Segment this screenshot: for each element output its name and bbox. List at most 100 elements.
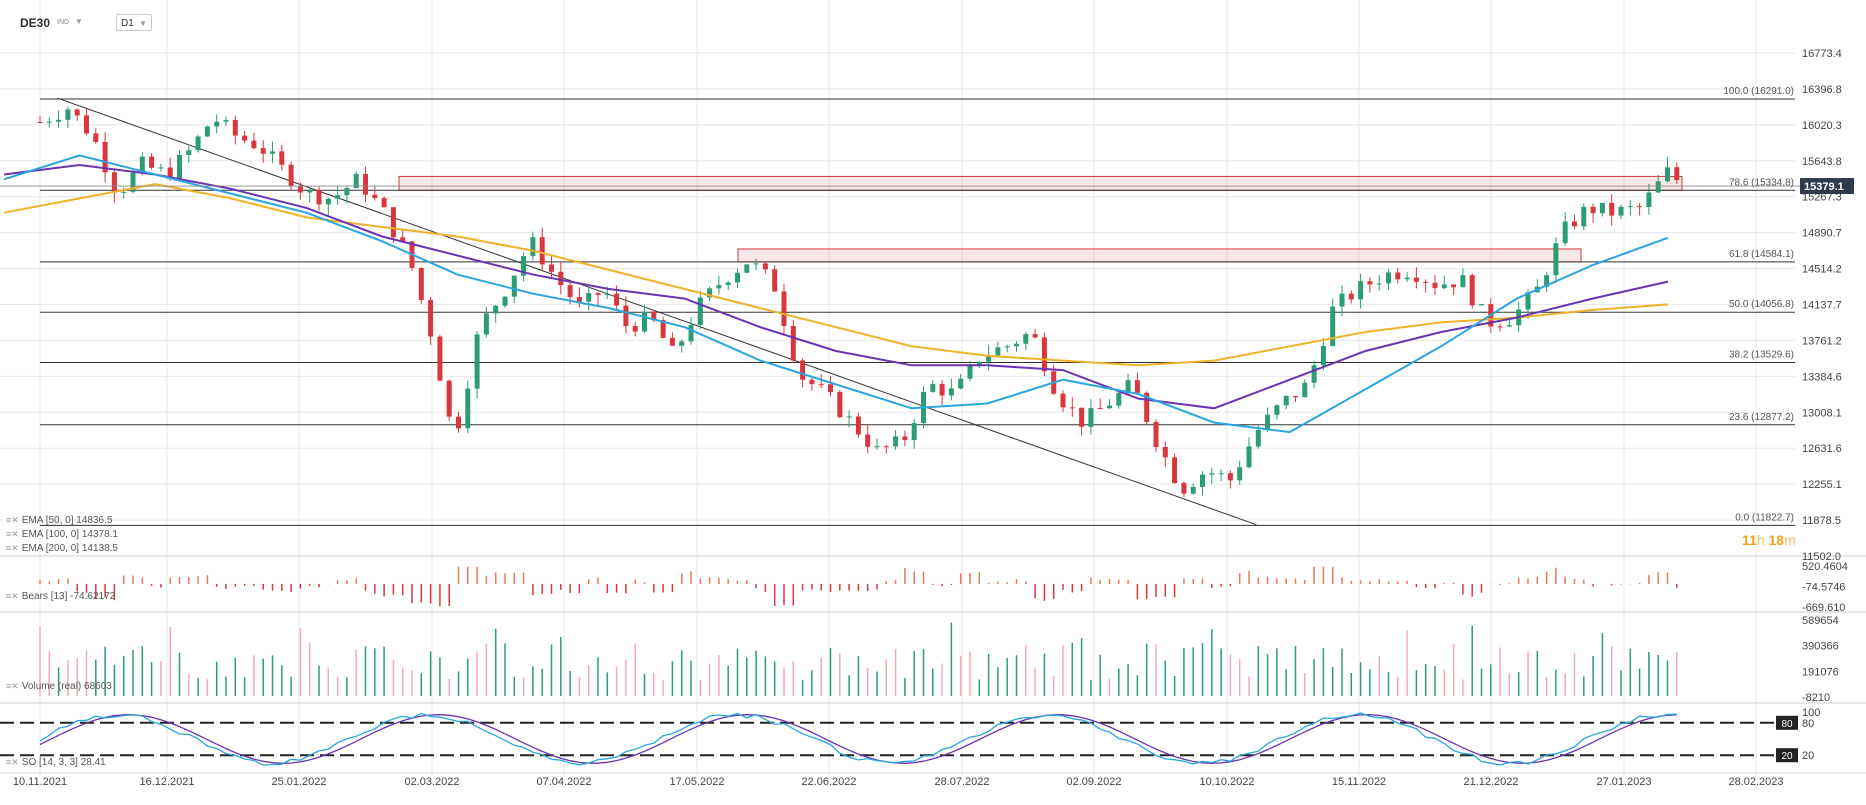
- settings-icon[interactable]: ≡✕: [6, 681, 19, 691]
- candle-body: [1041, 337, 1047, 372]
- ema50-line: [3, 154, 1669, 434]
- settings-icon[interactable]: ≡✕: [6, 591, 19, 601]
- candle-body: [186, 150, 192, 156]
- candle-body: [1432, 282, 1438, 289]
- candle-body: [1172, 457, 1178, 484]
- volume-tick: 390366: [1802, 641, 1839, 653]
- candle-body: [1441, 284, 1447, 289]
- candle-body: [1125, 380, 1131, 393]
- candle-body: [1599, 202, 1605, 214]
- candle-body: [474, 334, 480, 389]
- candle-body: [1460, 275, 1466, 288]
- stoch-badge-text: 20: [1781, 751, 1793, 762]
- candle-body: [576, 296, 582, 302]
- candle-body: [558, 271, 564, 286]
- ema200-legend[interactable]: ≡✕ EMA [200, 0] 14138.5: [6, 543, 118, 554]
- candle-body: [967, 364, 973, 379]
- current-price-text: 15379.1: [1804, 181, 1844, 193]
- candle-body: [390, 207, 396, 238]
- candle-body: [242, 135, 248, 141]
- candle-body: [986, 355, 992, 362]
- candle-body: [874, 446, 880, 448]
- candle-body: [725, 282, 731, 286]
- settings-icon[interactable]: ≡✕: [6, 757, 19, 767]
- bears-tick: -669.610: [1802, 602, 1845, 614]
- candle-body: [1069, 407, 1075, 409]
- bears-tick: 520.4604: [1802, 561, 1848, 573]
- candle-body: [325, 198, 331, 205]
- timeframe-select[interactable]: D1 ▼: [116, 14, 152, 31]
- candle-body: [1097, 408, 1103, 410]
- ema100-legend[interactable]: ≡✕ EMA [100, 0] 14378.1: [6, 529, 118, 540]
- candle-body: [744, 264, 750, 273]
- candle-body: [1339, 293, 1345, 307]
- candle-body: [1162, 446, 1168, 458]
- candle-body: [111, 172, 117, 193]
- settings-icon[interactable]: ≡✕: [6, 529, 19, 539]
- date-tick: 02.09.2022: [1066, 776, 1121, 788]
- candle-body: [1227, 473, 1233, 481]
- candle-body: [279, 151, 285, 165]
- candle-body: [1218, 473, 1224, 475]
- candle-body: [1004, 346, 1010, 348]
- candle-body: [335, 195, 341, 199]
- bears-legend[interactable]: ≡✕ Bears [13] -74.62172: [6, 591, 116, 602]
- date-tick: 02.03.2022: [404, 776, 459, 788]
- candle-body: [567, 285, 573, 297]
- volume-legend[interactable]: ≡✕ Volume (real) 68603: [6, 681, 112, 692]
- price-tick: 13008.1: [1802, 407, 1842, 419]
- candle-body: [65, 109, 71, 120]
- candle-body: [679, 341, 685, 346]
- candle-body: [1348, 293, 1354, 300]
- candle-body: [642, 311, 647, 332]
- symbol-label[interactable]: DE30: [20, 16, 51, 30]
- candle-body: [1506, 325, 1512, 327]
- settings-icon[interactable]: ≡✕: [6, 515, 19, 525]
- current-price-badge: [1800, 178, 1854, 195]
- candle-body: [1590, 206, 1596, 214]
- chevron-down-icon[interactable]: ▼: [75, 17, 83, 26]
- candle-body: [1237, 467, 1243, 481]
- price-tick: 13384.6: [1802, 371, 1842, 383]
- volume-tick: -8210: [1802, 692, 1830, 704]
- candle-body: [549, 264, 554, 272]
- candle-body: [1116, 392, 1122, 406]
- candle-body: [223, 120, 229, 122]
- candle-body: [865, 434, 871, 447]
- candle-body: [1479, 304, 1484, 306]
- symbol-toolbar: DE30 IND ▼ D1 ▼: [0, 10, 200, 32]
- settings-icon[interactable]: ≡✕: [6, 543, 19, 553]
- resistance-zones: [398, 175, 1683, 263]
- stoch-legend[interactable]: ≡✕ SO [14, 3, 3] 28.41: [6, 757, 106, 768]
- candle-body: [177, 155, 182, 179]
- candle-body: [688, 324, 694, 342]
- candle-body: [363, 173, 368, 195]
- candle-body: [855, 416, 861, 435]
- candle-body: [1553, 243, 1559, 276]
- date-tick: 21.12.2022: [1463, 776, 1518, 788]
- stoch-badge: [1776, 748, 1798, 763]
- timeframe-value: D1: [121, 18, 134, 29]
- candle-body: [195, 136, 201, 151]
- volume-tick: 589654: [1802, 615, 1839, 627]
- price-tick: 14890.7: [1802, 228, 1842, 240]
- candle-body: [344, 188, 350, 196]
- axes: 16773.4 16396.8 16020.3 15643.8 15267.3 14890…: [0, 48, 1866, 788]
- date-tick: 07.04.2022: [536, 776, 591, 788]
- candle-body: [121, 191, 127, 193]
- candle-body: [614, 293, 620, 306]
- fib-label: 100.0 (16291.0): [1723, 86, 1794, 97]
- price-tick: 16020.3: [1802, 120, 1842, 132]
- candle-body: [56, 119, 62, 122]
- candle-body: [465, 388, 471, 429]
- candle-body: [307, 190, 313, 193]
- candle-body: [930, 384, 936, 392]
- candle-body: [948, 388, 954, 396]
- fibonacci-levels: 100.0 (16291.0) 78.6 (15334.8) 61.8 (14584…: [40, 86, 1795, 526]
- trendline: [57, 97, 1257, 526]
- date-tick: 15.11.2022: [1332, 776, 1386, 788]
- stoch-badge: [1776, 715, 1798, 730]
- ema50-legend[interactable]: ≡✕ EMA [50, 0] 14836.5: [6, 515, 113, 526]
- resistance-zone: [398, 175, 1683, 191]
